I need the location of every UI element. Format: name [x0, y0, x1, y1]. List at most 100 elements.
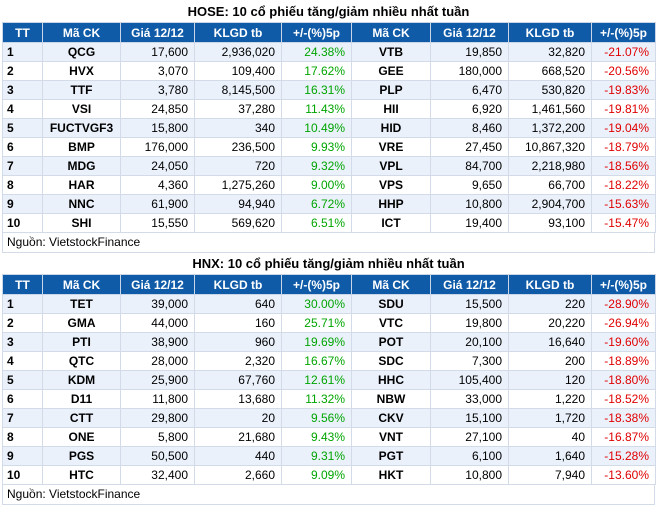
hose-cell-loser-volume: 2,904,700 — [508, 194, 592, 214]
hose-cell-gainer-volume: 37,280 — [194, 99, 282, 119]
hnx-cell-rank: 7 — [2, 408, 43, 428]
table-row: 4 VSI 24,850 37,280 11.43% HII 6,920 1,461,560-… — [2, 99, 656, 119]
hose-cell-gainer-change: 9.00% — [281, 175, 352, 195]
hnx-cell-loser-price: 20,100 — [430, 332, 509, 352]
hose-header-row: TT Mã CK Giá 12/12 KLGD tb +/-(%)5p Mã CK Giá … — [2, 22, 656, 43]
hnx-cell-gainer-change: 16.67% — [281, 351, 352, 371]
hnx-cell-gainer-price: 28,000 — [120, 351, 195, 371]
hnx-header-loser-volume: KLGD tb — [508, 274, 592, 295]
hose-cell-loser-volume: 1,372,200 — [508, 118, 592, 138]
hnx-cell-rank: 10 — [2, 465, 43, 485]
hose-cell-gainer-volume: 2,936,020 — [194, 42, 282, 62]
hose-cell-gainer-code: MDG — [42, 156, 121, 176]
table-row: 9 PGS 50,500 440 9.31% PGT 6,100 1,640 -15.28% — [2, 446, 656, 466]
hnx-cell-gainer-change: 9.56% — [281, 408, 352, 428]
hnx-cell-gainer-change: 11.32% — [281, 389, 352, 409]
hose-cell-loser-price: 19,400 — [430, 213, 509, 233]
hnx-header-loser-change: +/-(%)5p — [591, 274, 656, 295]
hose-cell-loser-price: 8,460 — [430, 118, 509, 138]
hose-cell-loser-price: 84,700 — [430, 156, 509, 176]
hose-source: Nguồn: VietstockFinance — [2, 233, 655, 253]
hnx-cell-loser-price: 10,800 — [430, 465, 509, 485]
hose-header-rank: TT — [2, 22, 43, 43]
table-row: 7 MDG 24,050 720 9.32% VPL 84,700 2,218,980 -18.… — [2, 156, 656, 176]
hose-cell-loser-code: ICT — [351, 213, 431, 233]
hose-cell-loser-volume: 530,820 — [508, 80, 592, 100]
table-row: 1 TET 39,000 640 30.00% SDU 15,500 220 -28.90% — [2, 294, 656, 314]
hnx-cell-loser-code: PGT — [351, 446, 431, 466]
hnx-body: 1 TET 39,000 640 30.00% SDU 15,500 220 -28.90% 2 G… — [2, 294, 656, 485]
hnx-cell-loser-price: 19,800 — [430, 313, 509, 333]
hnx-header-loser-code: Mã CK — [351, 274, 431, 295]
hose-cell-gainer-change: 9.93% — [281, 137, 352, 157]
hnx-cell-loser-code: CKV — [351, 408, 431, 428]
hnx-cell-gainer-volume: 2,320 — [194, 351, 282, 371]
hnx-cell-gainer-change: 9.31% — [281, 446, 352, 466]
hose-cell-rank: 4 — [2, 99, 43, 119]
hose-cell-loser-volume: 2,218,980 — [508, 156, 592, 176]
hnx-cell-gainer-volume: 160 — [194, 313, 282, 333]
hose-cell-loser-price: 9,650 — [430, 175, 509, 195]
hose-cell-loser-code: HHP — [351, 194, 431, 214]
hnx-header-gainer-volume: KLGD tb — [194, 274, 282, 295]
hose-cell-rank: 10 — [2, 213, 43, 233]
hnx-cell-loser-change: -18.80% — [591, 370, 656, 390]
hose-cell-rank: 1 — [2, 42, 43, 62]
hnx-cell-gainer-price: 39,000 — [120, 294, 195, 314]
hnx-cell-loser-change: -16.87% — [591, 427, 656, 447]
hose-cell-loser-code: VRE — [351, 137, 431, 157]
table-row: 10 SHI 15,550 569,620 6.51% ICT 19,400 93,100 -1… — [2, 213, 656, 233]
hnx-cell-loser-volume: 40 — [508, 427, 592, 447]
hnx-cell-gainer-code: PTI — [42, 332, 121, 352]
hnx-cell-gainer-price: 32,400 — [120, 465, 195, 485]
hose-cell-gainer-code: NNC — [42, 194, 121, 214]
hnx-cell-loser-price: 7,300 — [430, 351, 509, 371]
hnx-cell-gainer-volume: 440 — [194, 446, 282, 466]
hnx-cell-loser-volume: 200 — [508, 351, 592, 371]
hnx-cell-loser-price: 6,100 — [430, 446, 509, 466]
hose-cell-loser-price: 180,000 — [430, 61, 509, 81]
table-row: 7 CTT 29,800 20 9.56% CKV 15,100 1,720 -18.38% — [2, 408, 656, 428]
hose-cell-gainer-volume: 8,145,500 — [194, 80, 282, 100]
hose-cell-loser-change: -19.04% — [591, 118, 656, 138]
hose-header-loser-volume: KLGD tb — [508, 22, 592, 43]
hnx-cell-gainer-price: 50,500 — [120, 446, 195, 466]
hose-body: 1 QCG 17,600 2,936,020 24.38% VTB 19,850 32,820… — [2, 42, 656, 233]
table-row: 8 HAR 4,360 1,275,260 9.00% VPS 9,650 66,700 -18… — [2, 175, 656, 195]
hnx-cell-gainer-price: 5,800 — [120, 427, 195, 447]
hnx-cell-gainer-code: D11 — [42, 389, 121, 409]
hose-header-gainer-code: Mã CK — [42, 22, 121, 43]
hnx-cell-loser-code: SDC — [351, 351, 431, 371]
hnx-cell-loser-volume: 220 — [508, 294, 592, 314]
hnx-cell-loser-price: 33,000 — [430, 389, 509, 409]
hnx-cell-loser-volume: 1,220 — [508, 389, 592, 409]
hose-cell-gainer-price: 15,550 — [120, 213, 195, 233]
hose-cell-gainer-price: 24,850 — [120, 99, 195, 119]
hose-cell-gainer-change: 6.51% — [281, 213, 352, 233]
hnx-cell-loser-price: 15,500 — [430, 294, 509, 314]
hose-cell-loser-volume: 1,461,560 — [508, 99, 592, 119]
hose-header-loser-change: +/-(%)5p — [591, 22, 656, 43]
hose-cell-gainer-code: HAR — [42, 175, 121, 195]
hnx-cell-gainer-code: KDM — [42, 370, 121, 390]
hose-cell-gainer-volume: 1,275,260 — [194, 175, 282, 195]
hose-cell-rank: 2 — [2, 61, 43, 81]
hnx-title: HNX: 10 cổ phiếu tăng/giảm nhiều nhất tu… — [192, 256, 465, 271]
hnx-cell-gainer-code: CTT — [42, 408, 121, 428]
hnx-cell-gainer-change: 9.09% — [281, 465, 352, 485]
hose-cell-loser-change: -19.81% — [591, 99, 656, 119]
table-row: 1 QCG 17,600 2,936,020 24.38% VTB 19,850 32,820… — [2, 42, 656, 62]
hnx-cell-loser-change: -26.94% — [591, 313, 656, 333]
hose-cell-gainer-volume: 236,500 — [194, 137, 282, 157]
hnx-cell-loser-code: POT — [351, 332, 431, 352]
hnx-section: HNX: 10 cổ phiếu tăng/giảm nhiều nhất tu… — [2, 254, 656, 505]
hose-table: TT Mã CK Giá 12/12 KLGD tb +/-(%)5p Mã CK Giá … — [2, 22, 656, 233]
hose-cell-gainer-code: HVX — [42, 61, 121, 81]
hnx-cell-loser-volume: 20,220 — [508, 313, 592, 333]
hose-header-gainer-price: Giá 12/12 — [120, 22, 195, 43]
hose-cell-loser-change: -15.47% — [591, 213, 656, 233]
hnx-cell-gainer-code: PGS — [42, 446, 121, 466]
hose-cell-loser-code: HID — [351, 118, 431, 138]
hnx-cell-loser-volume: 1,720 — [508, 408, 592, 428]
hnx-cell-gainer-volume: 2,660 — [194, 465, 282, 485]
